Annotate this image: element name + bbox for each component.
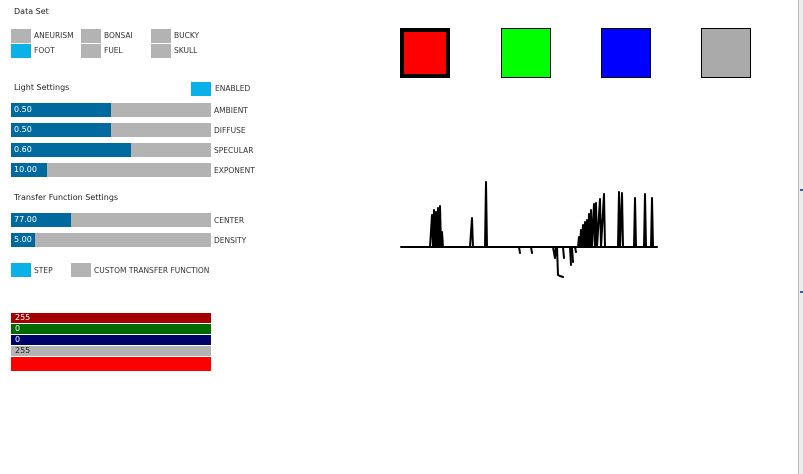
window-edge-mark [800,291,803,293]
dataset-skull-toggle[interactable] [151,44,171,58]
diffuse-value: 0.50 [14,125,32,134]
color-preview [11,357,211,371]
exponent-label: EXPONENT [214,166,255,175]
diffuse-label: DIFFUSE [214,126,246,135]
density-label: DENSITY [214,236,247,245]
dataset-bucky-toggle[interactable] [151,29,171,43]
dataset-bucky-label: BUCKY [174,31,200,40]
dataset-aneurism-label: ANEURISM [34,31,74,40]
custom-transfer-function-label: CUSTOM TRANSFER FUNCTION [94,266,210,275]
light-enabled-label: ENABLED [215,84,251,93]
specular-slider[interactable]: 0.60 [11,143,211,157]
density-slider-fill [11,233,35,247]
curve-right-spikes [577,191,654,248]
red-channel-slider[interactable]: 255 [11,313,211,323]
curve-small-dips [562,246,577,266]
light-enabled-toggle[interactable] [191,82,211,96]
transfer-function-title: Transfer Function Settings [14,193,119,202]
center-label: CENTER [214,216,245,225]
light-settings-title: Light Settings [14,83,70,92]
window-right-edge [798,0,803,474]
ambient-value: 0.50 [14,105,32,114]
specular-slider-fill [11,143,131,157]
ambient-label: AMBIENT [214,106,248,115]
alpha-channel-slider[interactable]: 255 [11,346,211,356]
dataset-bonsai-label: BONSAI [104,31,133,40]
curve-deep-dip [552,246,564,278]
dataset-aneurism-toggle[interactable] [11,29,31,43]
exponent-value: 10.00 [14,165,37,174]
dataset-foot-toggle[interactable] [11,44,31,58]
density-slider[interactable]: 5.00 [11,233,211,247]
step-label: STEP [34,266,53,275]
curve-dips [518,246,533,254]
dataset-fuel-toggle[interactable] [81,44,101,58]
dataset-fuel-label: FUEL [104,46,123,55]
dataset-skull-label: SKULL [174,46,198,55]
swatch-blue[interactable] [601,28,651,78]
center-value: 77.00 [14,215,37,224]
ambient-slider-fill [11,103,111,117]
data-set-title: Data Set [14,7,49,16]
step-toggle[interactable] [11,263,31,277]
custom-transfer-function-toggle[interactable] [71,263,91,277]
exponent-slider[interactable]: 10.00 [11,163,211,177]
swatch-green[interactable] [501,28,551,78]
green-channel-value: 0 [15,324,21,333]
green-channel-slider[interactable]: 0 [11,324,211,334]
window-edge-mark [800,189,803,191]
alpha-channel-value: 255 [15,346,31,355]
dataset-foot-label: FOOT [34,46,55,55]
curve-peak [469,181,488,248]
ambient-slider[interactable]: 0.50 [11,103,211,117]
transfer-function-plot[interactable] [396,176,662,286]
red-channel-value: 255 [15,313,31,322]
blue-channel-slider[interactable]: 0 [11,335,211,345]
swatch-red[interactable] [400,28,450,78]
specular-label: SPECULAR [214,146,254,155]
diffuse-slider[interactable]: 0.50 [11,123,211,137]
center-slider-fill [11,213,71,227]
swatch-gray[interactable] [701,28,751,78]
center-slider[interactable]: 77.00 [11,213,211,227]
dataset-bonsai-toggle[interactable] [81,29,101,43]
blue-channel-value: 0 [15,335,21,344]
exponent-slider-fill [11,163,47,177]
diffuse-slider-fill [11,123,111,137]
curve-left-spikes [429,205,444,248]
density-value: 5.00 [14,235,32,244]
specular-value: 0.60 [14,145,32,154]
